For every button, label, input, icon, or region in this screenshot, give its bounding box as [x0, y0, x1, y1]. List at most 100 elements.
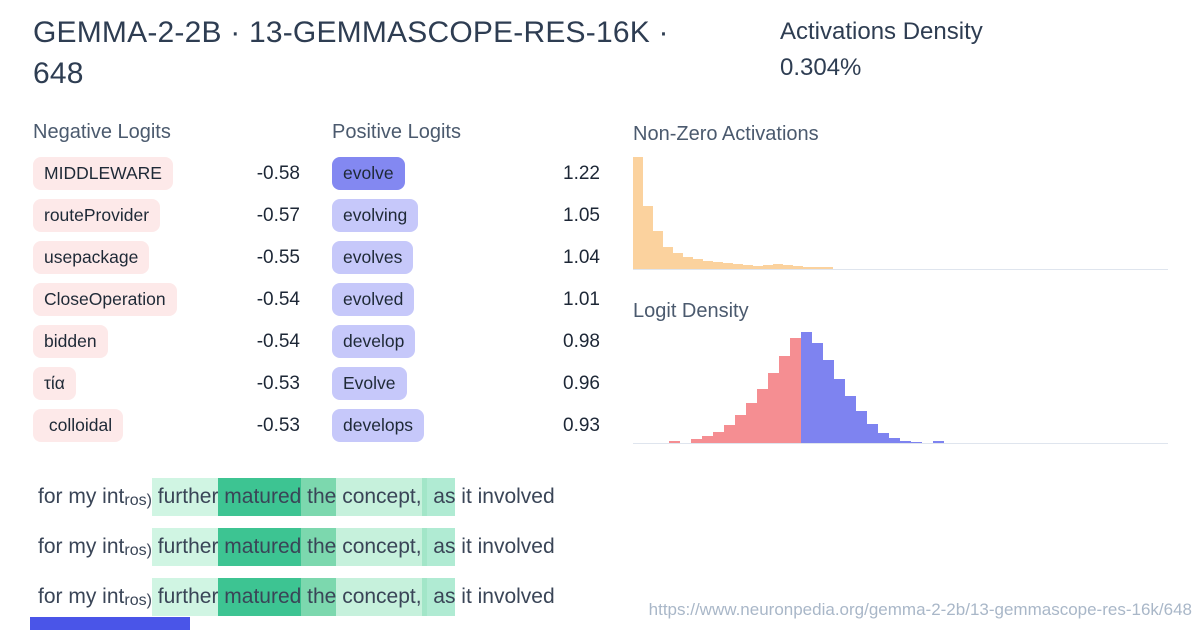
cutoff-token-highlight [30, 617, 190, 630]
page-title-line2: 648 [33, 57, 84, 90]
histogram-bar [793, 266, 803, 269]
snippet-suffix-text: it involved [455, 535, 555, 558]
activations-density-label: Activations Density [780, 18, 983, 45]
activation-token-highlight[interactable] [421, 478, 428, 516]
share-url[interactable]: https://www.neuronpedia.org/gemma-2-2b/1… [648, 600, 1192, 619]
logit-value: 1.01 [563, 288, 600, 310]
histogram-bar [713, 432, 724, 443]
snippet-prefix-text: for my int [38, 485, 125, 508]
histogram-bar [669, 441, 680, 443]
histogram-bar [803, 267, 813, 269]
activation-token-highlight[interactable]: further [151, 578, 219, 616]
logit-density-histogram[interactable] [669, 332, 944, 443]
nonzero-activations-histogram[interactable] [633, 157, 833, 269]
snippet-suffix-text: it involved [455, 585, 555, 608]
logit-row: usepackage -0.55 [33, 241, 300, 274]
activation-token-highlight[interactable]: further [151, 528, 219, 566]
token-pill[interactable]: develops [332, 409, 425, 442]
histogram-bar [733, 264, 743, 269]
histogram-bar [743, 265, 753, 269]
histogram-bar [663, 247, 673, 269]
logit-row: MIDDLEWARE -0.58 [33, 157, 300, 190]
histogram-bar [783, 265, 793, 269]
logit-value: -0.58 [256, 162, 300, 184]
activation-token-highlight[interactable] [421, 528, 428, 566]
token-pill[interactable]: usepackage [33, 241, 150, 274]
logit-histogram-baseline [633, 443, 1168, 444]
activation-token-highlight[interactable]: matured [218, 478, 302, 516]
logit-row: routeProvider -0.57 [33, 199, 300, 232]
histogram-bar [834, 379, 845, 443]
histogram-bar [823, 267, 833, 269]
activation-token-highlight[interactable]: concept, [336, 478, 422, 516]
activation-token-highlight[interactable]: as [427, 528, 456, 566]
histogram-bar [683, 257, 693, 269]
histogram-bar [723, 263, 733, 269]
histogram-bar [757, 389, 768, 443]
logit-value: -0.57 [256, 204, 300, 226]
logit-value: 1.22 [563, 162, 600, 184]
negative-logits-list: MIDDLEWARE -0.58 routeProvider -0.57 usepack… [33, 157, 300, 442]
histogram-bar [673, 253, 683, 269]
activation-token-highlight[interactable]: matured [218, 578, 302, 616]
activation-token-highlight[interactable]: as [427, 478, 456, 516]
logit-row: evolved 1.01 [332, 283, 600, 316]
histogram-bar [900, 441, 911, 443]
histogram-bar [889, 438, 900, 443]
logit-row: develop 0.98 [332, 325, 600, 358]
logit-row: evolve 1.22 [332, 157, 600, 190]
activation-token-highlight[interactable]: as [427, 578, 456, 616]
histogram-bar [779, 356, 790, 443]
histogram-bar [713, 262, 723, 269]
activations-density: Activations Density 0.304% [780, 14, 983, 86]
histogram-bar [753, 266, 763, 269]
token-pill[interactable]: routeProvider [33, 199, 161, 232]
activations-density-value: 0.304% [780, 54, 862, 81]
token-pill[interactable]: τία [33, 367, 76, 400]
activation-token-highlight[interactable]: further [151, 478, 219, 516]
snippet-prefix-small-text: ros) [124, 492, 152, 509]
activation-snippet-row: for my intros) further matured the conce… [38, 578, 555, 616]
token-pill[interactable]: CloseOperation [33, 283, 177, 316]
histogram-bar [653, 231, 663, 269]
activations-histogram-baseline [633, 269, 1168, 270]
activation-token-highlight[interactable]: the [301, 578, 337, 616]
histogram-bar [693, 259, 703, 269]
histogram-bar [933, 441, 944, 443]
histogram-bar [813, 267, 823, 269]
token-pill[interactable]: evolve [332, 157, 405, 190]
token-pill[interactable]: evolves [332, 241, 414, 274]
token-pill[interactable]: evolving [332, 199, 419, 232]
activation-token-highlight[interactable]: matured [218, 528, 302, 566]
histogram-bar [867, 424, 878, 443]
token-pill[interactable]: MIDDLEWARE [33, 157, 173, 190]
logit-row: CloseOperation -0.54 [33, 283, 300, 316]
snippet-prefix-text: for my int [38, 535, 125, 558]
token-pill[interactable]: bidden [33, 325, 108, 358]
histogram-bar [691, 439, 702, 443]
activation-token-highlight[interactable]: the [301, 528, 337, 566]
logit-row: Evolve 0.96 [332, 367, 600, 400]
histogram-bar [763, 265, 773, 269]
histogram-bar [703, 261, 713, 269]
histogram-bar [845, 396, 856, 443]
logit-value: -0.54 [256, 288, 300, 310]
logit-row: evolves 1.04 [332, 241, 600, 274]
positive-logits-list: evolve 1.22 evolving 1.05 evolves 1.04 evolved… [332, 157, 600, 442]
token-pill[interactable]: develop [332, 325, 416, 358]
activation-token-highlight[interactable] [421, 578, 428, 616]
histogram-bar [735, 415, 746, 443]
token-pill[interactable]: Evolve [332, 367, 407, 400]
histogram-bar [801, 332, 812, 443]
token-pill[interactable]: evolved [332, 283, 415, 316]
activation-snippet-row: for my intros) further matured the conce… [38, 528, 555, 566]
page-title-line1: GEMMA-2-2B · 13-GEMMASCOPE-RES-16K · [33, 16, 669, 49]
activation-token-highlight[interactable]: concept, [336, 528, 422, 566]
activation-token-highlight[interactable]: the [301, 478, 337, 516]
activation-snippet-row: for my intros) further matured the conce… [38, 478, 555, 516]
token-pill[interactable]: colloidal [33, 409, 124, 442]
logit-value: 0.96 [563, 372, 600, 394]
logit-value: -0.53 [256, 414, 300, 436]
activation-token-highlight[interactable]: concept, [336, 578, 422, 616]
